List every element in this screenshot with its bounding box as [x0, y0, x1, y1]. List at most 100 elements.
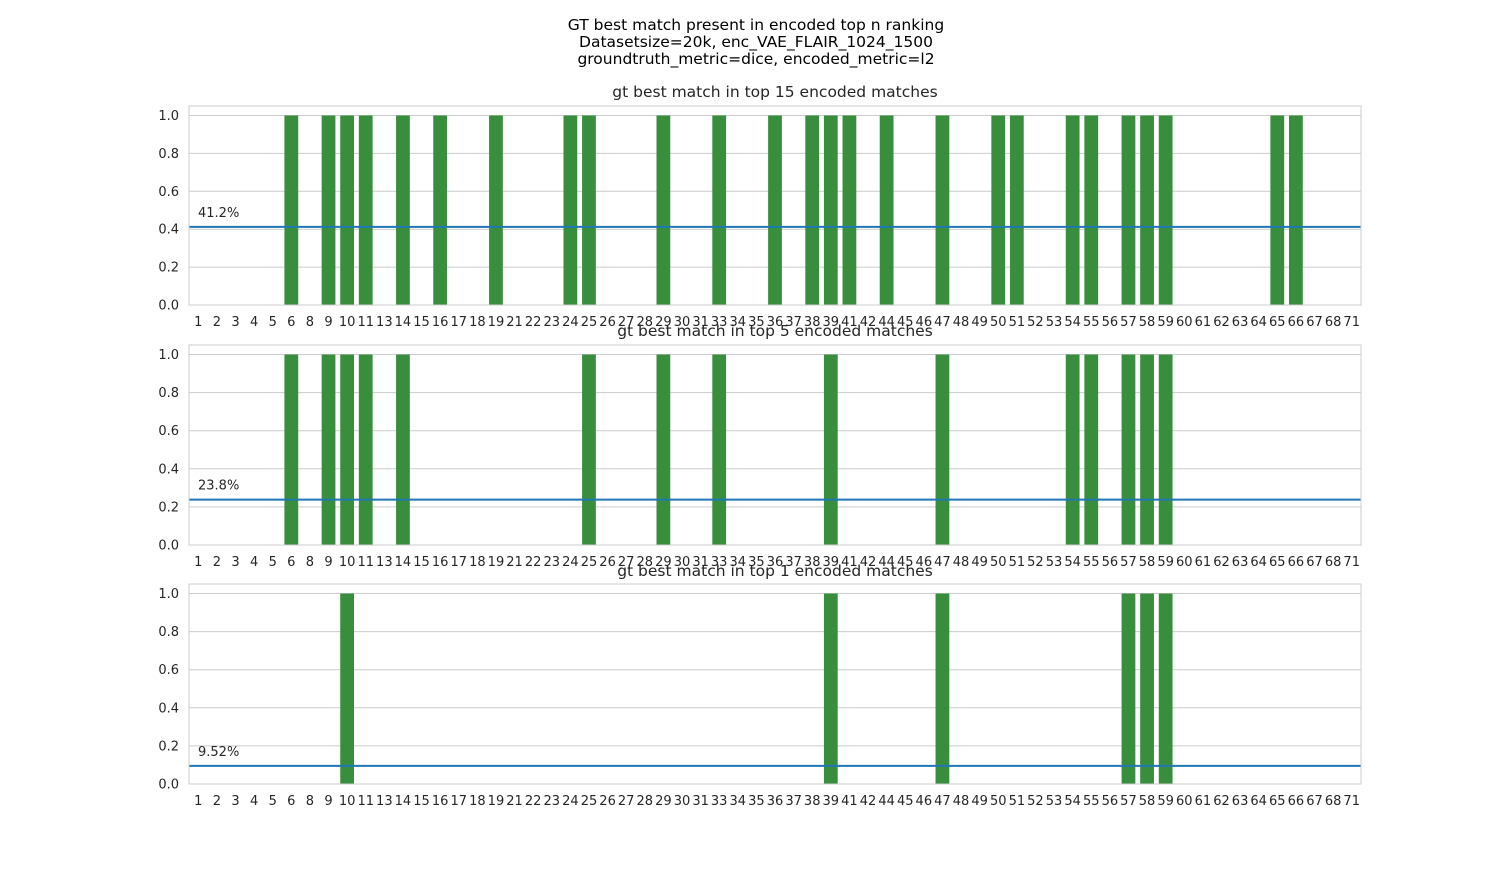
x-tick-label: 34: [730, 555, 747, 570]
x-tick-label: 63: [1232, 315, 1249, 330]
x-tick-label: 52: [1027, 794, 1044, 809]
x-tick-label: 58: [1139, 315, 1156, 330]
bar: [563, 115, 578, 305]
x-tick-label: 57: [1120, 555, 1137, 570]
bar: [842, 115, 857, 305]
x-tick-label: 31: [692, 794, 709, 809]
x-tick-label: 10: [339, 555, 356, 570]
bar: [823, 593, 838, 784]
x-tick-label: 67: [1306, 794, 1323, 809]
x-tick-label: 54: [1064, 315, 1081, 330]
y-tick-label: 0.0: [158, 539, 179, 554]
x-tick-label: 51: [1009, 555, 1026, 570]
x-tick-label: 13: [376, 315, 393, 330]
bar: [1121, 354, 1136, 545]
x-tick-label: 47: [934, 794, 951, 809]
bar: [321, 115, 336, 305]
x-tick-label: 61: [1195, 315, 1212, 330]
x-tick-label: 42: [860, 555, 877, 570]
x-tick-label: 50: [990, 555, 1007, 570]
x-tick-label: 15: [413, 555, 430, 570]
x-tick-label: 46: [916, 315, 933, 330]
x-tick-label: 47: [934, 555, 951, 570]
y-tick-label: 0.4: [158, 462, 179, 477]
bar: [823, 115, 838, 305]
x-tick-label: 66: [1288, 794, 1305, 809]
x-tick-label: 29: [655, 794, 672, 809]
x-tick-label: 54: [1064, 555, 1081, 570]
x-tick-label: 41: [841, 315, 858, 330]
x-tick-label: 8: [306, 555, 314, 570]
x-tick-label: 8: [306, 794, 314, 809]
x-tick-label: 18: [469, 315, 486, 330]
axes-frame: [188, 344, 1362, 546]
x-tick-label: 67: [1306, 315, 1323, 330]
bar: [1140, 354, 1154, 545]
x-tick-label: 14: [395, 315, 412, 330]
bar: [1289, 115, 1303, 305]
subplot-top-1: gt best match in top 1 encoded matches 0…: [158, 562, 1362, 809]
x-tick-label: 66: [1288, 555, 1305, 570]
bar: [712, 115, 727, 305]
subplot-title: gt best match in top 15 encoded matches: [612, 83, 937, 101]
x-tick-label: 11: [357, 794, 374, 809]
x-tick-label: 6: [287, 555, 295, 570]
x-tick-label: 62: [1213, 794, 1230, 809]
x-tick-label: 45: [897, 794, 914, 809]
y-tick-label: 0.8: [158, 386, 179, 401]
bar: [823, 354, 838, 545]
y-tick-label: 0.2: [158, 261, 179, 276]
x-tick-label: 27: [618, 555, 635, 570]
bar: [1270, 115, 1285, 305]
x-tick-label: 44: [878, 315, 895, 330]
bar: [489, 115, 503, 305]
x-tick-label: 50: [990, 794, 1007, 809]
x-tick-label: 19: [488, 794, 505, 809]
x-tick-label: 17: [450, 794, 467, 809]
x-tick-label: 30: [674, 794, 691, 809]
x-tick-label: 6: [287, 794, 295, 809]
x-tick-label: 38: [804, 555, 821, 570]
x-tick-label: 71: [1343, 794, 1360, 809]
subplot-title: gt best match in top 1 encoded matches: [617, 562, 933, 580]
x-tick-label: 64: [1250, 794, 1267, 809]
bar: [1009, 115, 1024, 305]
x-tick-label: 21: [506, 794, 523, 809]
x-tick-label: 35: [748, 794, 765, 809]
x-tick-label: 4: [250, 794, 258, 809]
x-tick-label: 24: [562, 555, 579, 570]
y-tick-label: 0.0: [158, 299, 179, 314]
mean-annotation: 41.2%: [198, 206, 239, 221]
x-tick-label: 15: [413, 315, 430, 330]
x-tick-label: 27: [618, 794, 635, 809]
x-tick-label: 26: [599, 555, 616, 570]
bar: [935, 354, 950, 545]
x-tick-label: 61: [1195, 555, 1212, 570]
x-tick-label: 34: [730, 315, 747, 330]
x-tick-label: 44: [878, 555, 895, 570]
bar: [1140, 593, 1154, 784]
x-tick-label: 31: [692, 315, 709, 330]
bar: [1140, 115, 1154, 305]
y-tick-label: 0.8: [158, 625, 179, 640]
x-tick-label: 8: [306, 315, 314, 330]
x-tick-label: 71: [1343, 315, 1360, 330]
mean-annotation: 23.8%: [198, 479, 239, 494]
x-tick-label: 1: [194, 555, 202, 570]
x-tick-label: 23: [543, 315, 560, 330]
subplot-top-5: gt best match in top 5 encoded matches 0…: [158, 322, 1362, 570]
x-tick-label: 60: [1176, 555, 1193, 570]
y-tick-label: 0.2: [158, 500, 179, 515]
x-tick-label: 21: [506, 315, 523, 330]
y-tick-label: 1.0: [158, 109, 179, 124]
figure-title-line-1: GT best match present in encoded top n r…: [568, 16, 944, 34]
x-tick-label: 55: [1083, 315, 1100, 330]
bar: [805, 115, 820, 305]
x-tick-label: 37: [785, 315, 802, 330]
x-tick-label: 52: [1027, 555, 1044, 570]
x-tick-label: 24: [562, 315, 579, 330]
x-tick-label: 17: [450, 555, 467, 570]
x-tick-label: 24: [562, 794, 579, 809]
x-tick-label: 38: [804, 794, 821, 809]
x-tick-label: 42: [860, 794, 877, 809]
